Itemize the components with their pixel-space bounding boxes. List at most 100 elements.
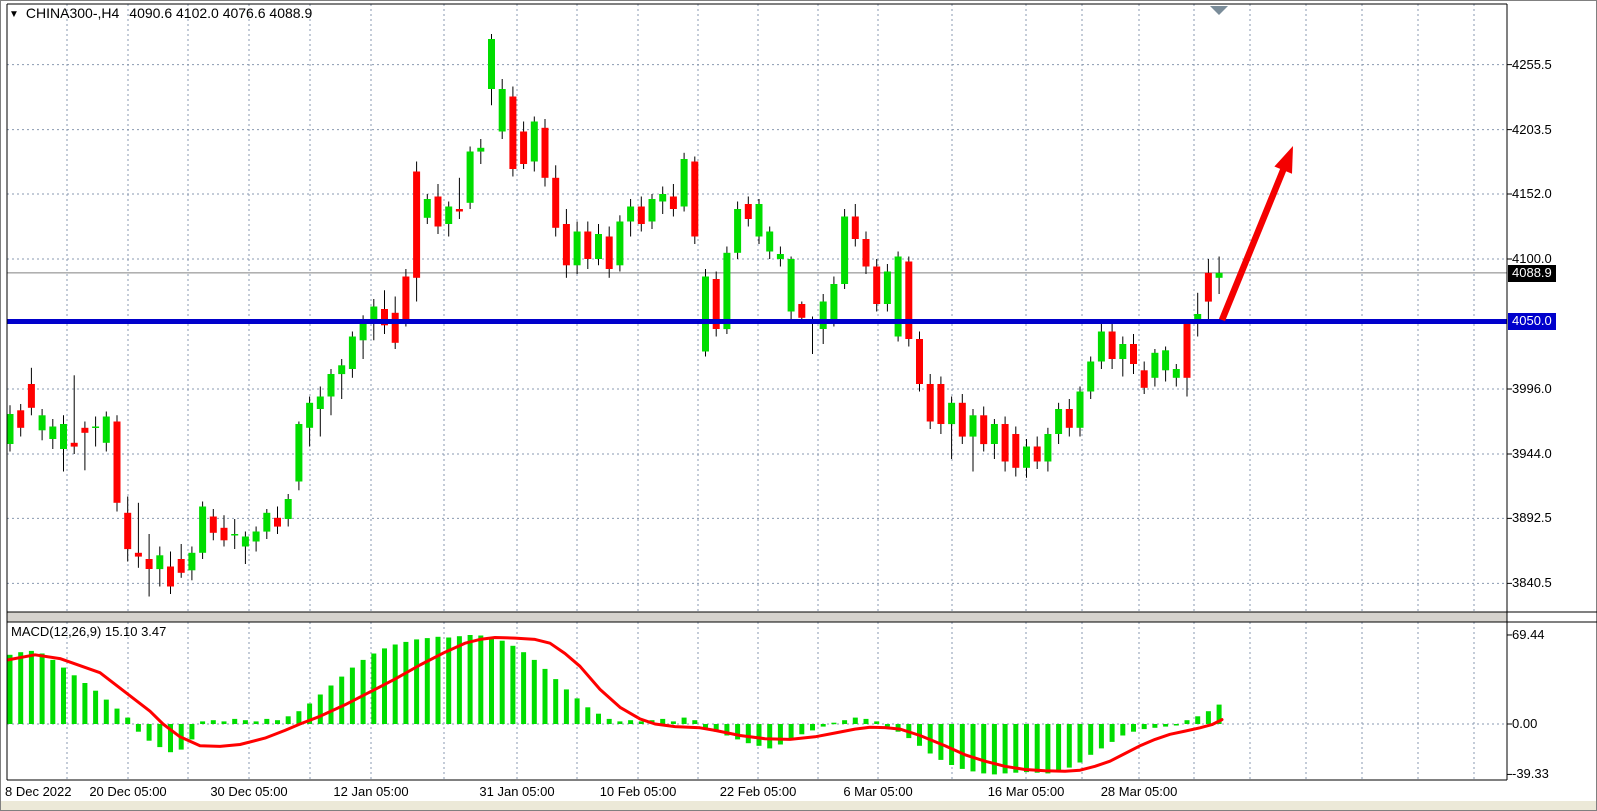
candle-body-bull bbox=[295, 424, 303, 482]
macd-bar bbox=[831, 722, 837, 725]
candle-body-bull bbox=[188, 552, 196, 571]
candle-body-bull bbox=[263, 512, 271, 532]
candle-body-bear bbox=[798, 304, 806, 318]
macd-bar bbox=[970, 724, 976, 772]
macd-bar bbox=[863, 718, 869, 724]
macd-bar bbox=[1184, 720, 1190, 724]
macd-bar bbox=[884, 724, 890, 727]
macd-bar bbox=[596, 713, 601, 724]
candle-body-bear bbox=[1108, 331, 1116, 359]
macd-bar bbox=[146, 724, 152, 741]
macd-bar bbox=[949, 724, 955, 765]
candle-body-bull bbox=[734, 209, 742, 253]
time-axis-label: 8 Dec 2022 bbox=[5, 784, 72, 799]
arrow-head bbox=[1274, 146, 1293, 174]
candle-body-bull bbox=[231, 534, 239, 536]
candle-body-bull bbox=[530, 121, 538, 162]
candle-body-bear bbox=[584, 231, 592, 259]
macd-bar bbox=[210, 720, 216, 724]
macd-bar bbox=[521, 652, 527, 724]
macd-bar bbox=[414, 639, 420, 724]
candle-body-bull bbox=[990, 424, 998, 444]
candle-body-bear bbox=[391, 312, 399, 343]
macd-bar bbox=[1216, 704, 1222, 724]
macd-bar bbox=[510, 645, 516, 724]
macd-bar bbox=[446, 637, 452, 724]
scroll-marker-icon[interactable] bbox=[1210, 6, 1228, 15]
candle-body-bull bbox=[648, 199, 656, 222]
macd-bar bbox=[820, 724, 826, 727]
macd-bar bbox=[114, 708, 120, 724]
candle-body-bull bbox=[776, 254, 784, 259]
macd-bar bbox=[200, 721, 206, 724]
macd-bar bbox=[1120, 724, 1126, 736]
time-axis-label: 10 Feb 05:00 bbox=[599, 784, 677, 799]
candle-body-bull bbox=[766, 231, 774, 252]
macd-bar bbox=[638, 721, 644, 724]
candle-body-bull bbox=[894, 256, 902, 337]
candle-body-bear bbox=[605, 236, 613, 269]
price-axis-label: 4100.0 bbox=[1512, 251, 1552, 266]
candle-body-bull bbox=[659, 194, 667, 202]
candle-body-bear bbox=[81, 427, 89, 433]
macd-bar bbox=[1077, 724, 1083, 763]
macd-axis-label: 0.00 bbox=[1512, 716, 1538, 731]
candle-body-bull bbox=[595, 234, 602, 259]
candle-body-bull bbox=[830, 284, 838, 322]
candlestick-series[interactable] bbox=[6, 34, 1223, 597]
candle-body-bull bbox=[1151, 352, 1159, 378]
candle-body-bear bbox=[402, 276, 410, 324]
candle-body-bull bbox=[38, 415, 46, 431]
macd-bar bbox=[1109, 724, 1115, 742]
candle-body-bear bbox=[541, 127, 549, 178]
candle-body-bull bbox=[573, 231, 581, 266]
candle-body-bear bbox=[552, 177, 560, 228]
current-price-tag: 4088.9 bbox=[1508, 265, 1556, 282]
candle-body-bull bbox=[948, 402, 956, 425]
macd-bar bbox=[852, 717, 858, 724]
macd-bar bbox=[489, 637, 494, 724]
price-axis-label: 4255.5 bbox=[1512, 57, 1552, 72]
ohlc-readout: 4090.6 4102.0 4076.6 4088.9 bbox=[129, 5, 313, 21]
candle-body-bear bbox=[562, 224, 570, 266]
candle-body-bear bbox=[980, 415, 988, 445]
candle-body-bear bbox=[434, 196, 442, 227]
macd-bar bbox=[1002, 724, 1008, 774]
candle-body-bull bbox=[787, 259, 795, 312]
candle-body-bear bbox=[520, 131, 528, 164]
macd-bar bbox=[242, 720, 248, 724]
candle-body-bull bbox=[1119, 344, 1127, 359]
macd-bar bbox=[574, 698, 580, 724]
macd-bar bbox=[938, 724, 944, 760]
macd-bar bbox=[18, 652, 24, 724]
candle-body-bear bbox=[167, 566, 174, 587]
macd-bar bbox=[713, 724, 719, 732]
candle-body-bull bbox=[969, 415, 977, 437]
macd-bar bbox=[874, 721, 880, 724]
symbol-dropdown-icon[interactable]: ▼ bbox=[9, 9, 19, 20]
macd-bar bbox=[1045, 724, 1051, 774]
candle-body-bear bbox=[17, 410, 25, 428]
price-axis-label: 3840.5 bbox=[1512, 575, 1552, 590]
candle-body-bear bbox=[1140, 370, 1148, 388]
candle-body-bear bbox=[1204, 272, 1212, 302]
trend-arrow[interactable] bbox=[1218, 146, 1293, 322]
macd-bar bbox=[681, 717, 687, 724]
macd-bar bbox=[991, 724, 997, 775]
symbol-period-label: CHINA300-,H4 bbox=[25, 5, 120, 21]
macd-bar bbox=[981, 724, 987, 774]
candle-body-bear bbox=[274, 517, 281, 527]
macd-bar bbox=[499, 640, 505, 724]
time-axis-label: 22 Feb 05:00 bbox=[719, 784, 797, 799]
time-axis-label: 16 Mar 05:00 bbox=[987, 784, 1065, 799]
macd-bar bbox=[1013, 724, 1019, 773]
macd-bar bbox=[1034, 724, 1040, 773]
price-axis-label: 4152.0 bbox=[1512, 186, 1552, 201]
candle-body-bear bbox=[862, 239, 870, 267]
candle-body-bull bbox=[841, 216, 849, 284]
candle-body-bull bbox=[241, 536, 249, 547]
macd-bar bbox=[307, 703, 313, 724]
macd-bar bbox=[435, 636, 441, 724]
